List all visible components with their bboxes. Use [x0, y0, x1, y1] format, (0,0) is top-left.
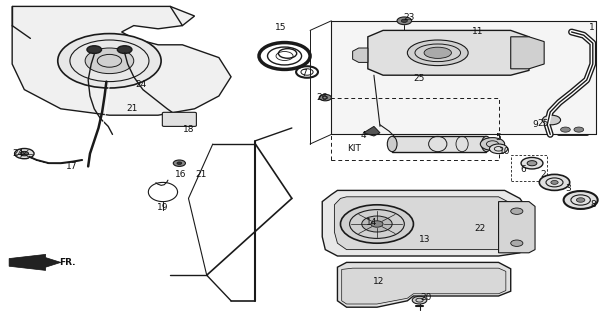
Polygon shape [331, 21, 596, 134]
Circle shape [371, 221, 383, 227]
Text: 19: 19 [157, 204, 168, 212]
Circle shape [185, 114, 192, 117]
Text: 24: 24 [136, 80, 147, 89]
Circle shape [412, 296, 427, 304]
Circle shape [527, 161, 537, 166]
Text: 26: 26 [317, 93, 328, 102]
Text: 5: 5 [496, 133, 502, 142]
Text: 23: 23 [403, 13, 414, 22]
Circle shape [319, 94, 331, 101]
Text: 4: 4 [361, 132, 367, 140]
FancyBboxPatch shape [162, 112, 196, 126]
Circle shape [576, 198, 585, 202]
Text: 14: 14 [367, 218, 378, 227]
Circle shape [480, 138, 505, 150]
Circle shape [87, 46, 102, 53]
Text: 21: 21 [127, 104, 138, 113]
Text: 25: 25 [414, 74, 425, 83]
Text: 21: 21 [195, 170, 206, 179]
Circle shape [574, 127, 584, 132]
Circle shape [511, 208, 523, 214]
Circle shape [58, 34, 161, 88]
Circle shape [167, 114, 173, 117]
Polygon shape [364, 126, 380, 136]
Circle shape [489, 144, 508, 154]
Text: 20: 20 [420, 293, 431, 302]
Polygon shape [322, 190, 529, 256]
Text: 25: 25 [537, 119, 548, 128]
Circle shape [340, 205, 413, 243]
Polygon shape [392, 136, 486, 152]
Ellipse shape [424, 47, 451, 59]
Text: 24: 24 [13, 149, 24, 158]
Circle shape [20, 151, 29, 156]
Text: 11: 11 [472, 28, 483, 36]
Text: FR.: FR. [58, 258, 75, 267]
Text: 9: 9 [532, 120, 538, 129]
Polygon shape [9, 254, 61, 270]
Circle shape [551, 180, 558, 184]
Text: 7: 7 [301, 69, 307, 78]
Polygon shape [12, 6, 231, 115]
Text: 16: 16 [176, 170, 187, 179]
FancyBboxPatch shape [558, 121, 589, 135]
Circle shape [539, 174, 570, 190]
Text: 13: 13 [419, 236, 430, 244]
Circle shape [85, 48, 134, 74]
Text: 2: 2 [540, 170, 546, 179]
Text: 17: 17 [66, 162, 77, 171]
Circle shape [15, 148, 34, 159]
Polygon shape [334, 197, 517, 250]
Circle shape [511, 240, 523, 246]
Text: 6: 6 [520, 165, 526, 174]
Text: 10: 10 [499, 148, 510, 156]
Ellipse shape [482, 136, 491, 152]
Text: 8: 8 [590, 200, 596, 209]
Circle shape [521, 157, 543, 169]
Polygon shape [499, 202, 535, 253]
Text: 22: 22 [475, 224, 486, 233]
Polygon shape [511, 37, 544, 69]
Circle shape [561, 127, 570, 132]
Circle shape [173, 160, 185, 166]
Ellipse shape [407, 40, 468, 66]
Polygon shape [368, 30, 529, 75]
Polygon shape [342, 268, 506, 304]
Circle shape [397, 17, 412, 25]
Text: 1: 1 [589, 23, 595, 32]
Polygon shape [353, 48, 368, 62]
Circle shape [362, 216, 392, 232]
Polygon shape [337, 262, 511, 307]
Text: 12: 12 [373, 277, 384, 286]
Ellipse shape [387, 136, 397, 152]
Text: 15: 15 [275, 23, 286, 32]
Circle shape [177, 162, 182, 164]
Circle shape [542, 115, 561, 125]
Circle shape [401, 19, 407, 22]
Text: KIT: KIT [348, 144, 361, 153]
Circle shape [564, 191, 598, 209]
Text: 3: 3 [565, 184, 572, 193]
Text: 18: 18 [183, 125, 194, 134]
Circle shape [176, 114, 182, 117]
Circle shape [117, 46, 132, 53]
